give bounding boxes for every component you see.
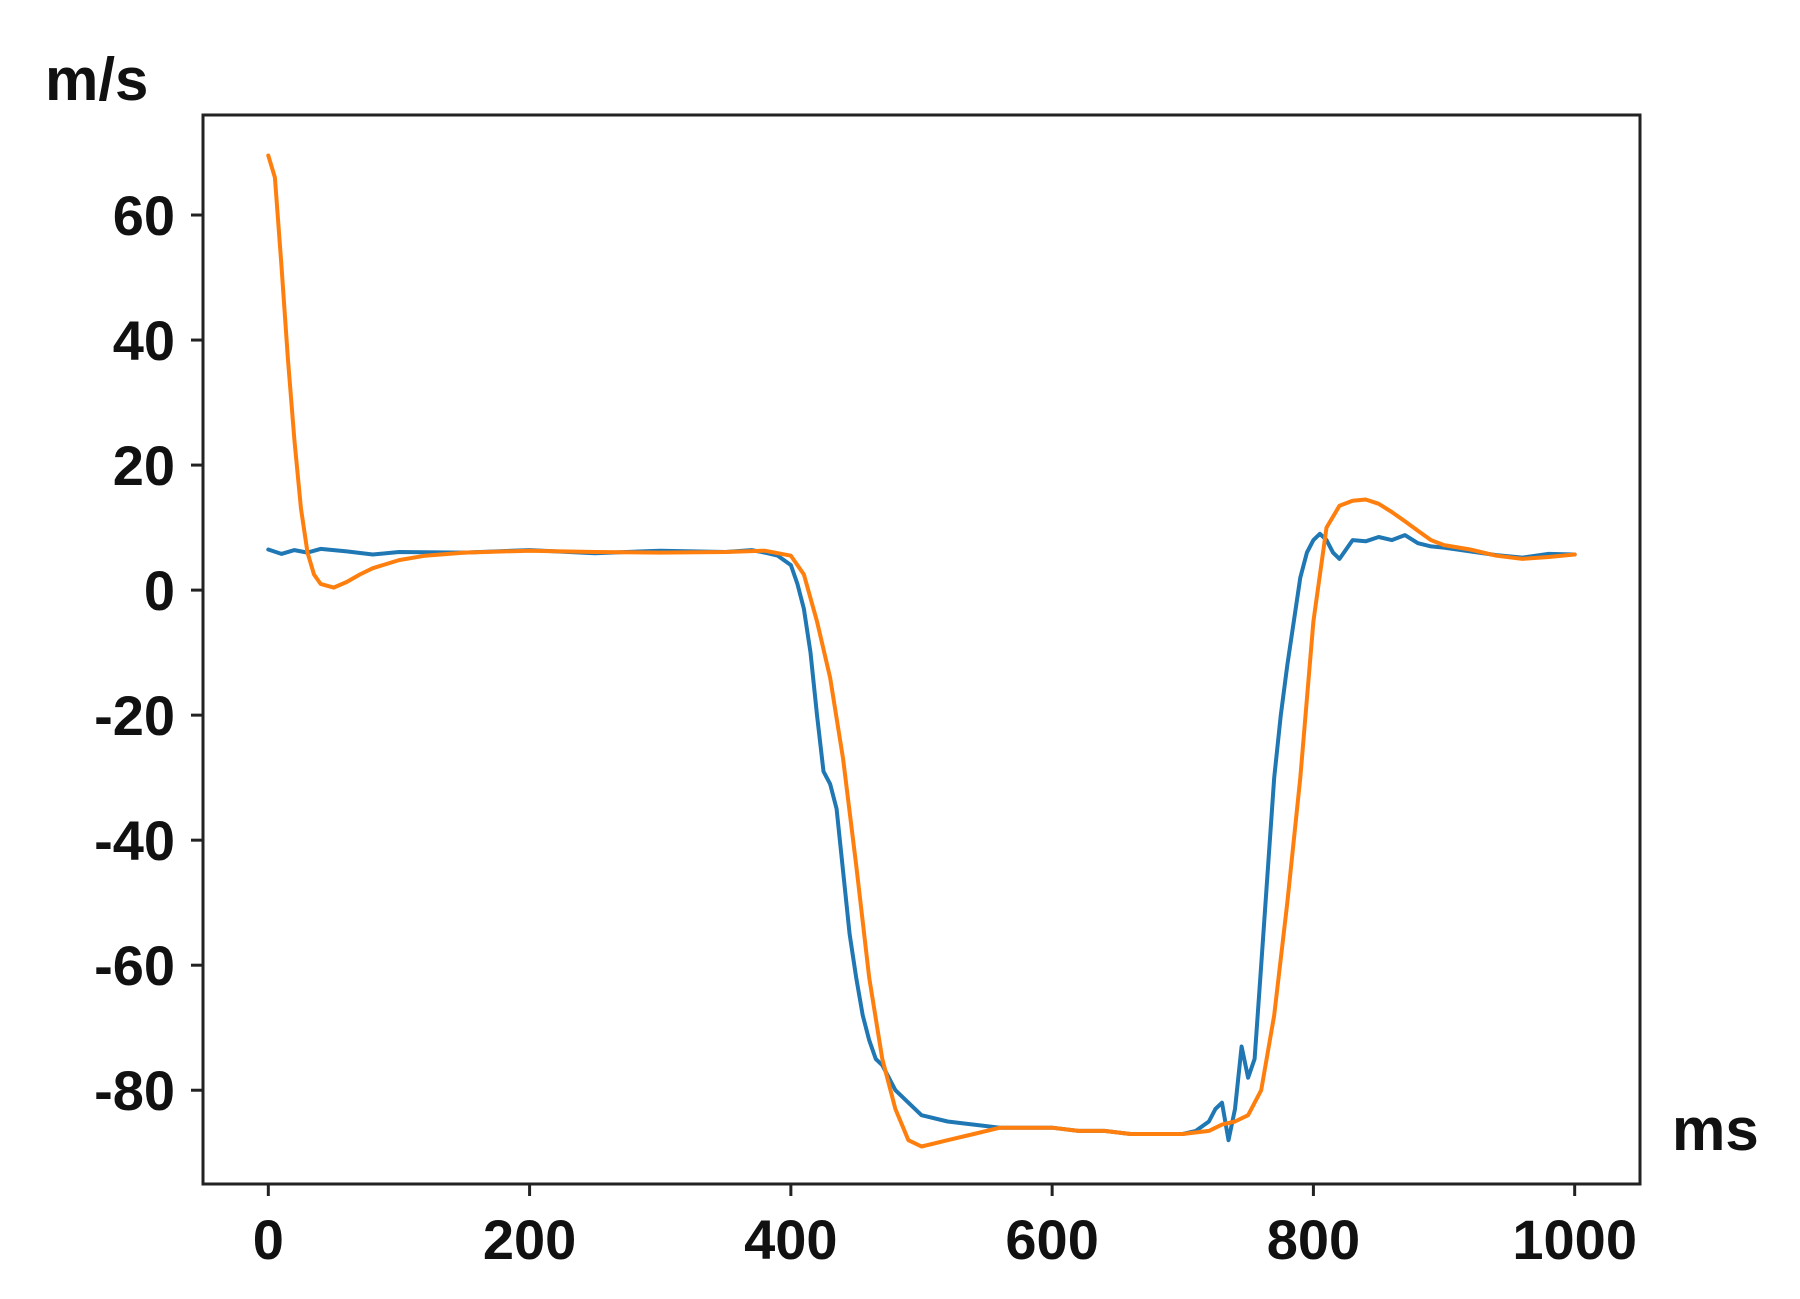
y-tick-label: -60 xyxy=(94,934,175,997)
y-tick-label: -40 xyxy=(94,809,175,872)
series-layer xyxy=(266,153,1577,1149)
x-tick-label: 1000 xyxy=(1512,1208,1637,1271)
x-axis: 0 200 400 600 800 1000 xyxy=(253,1184,1637,1271)
x-tick-label: 0 xyxy=(253,1208,284,1271)
x-tick-label: 400 xyxy=(744,1208,837,1271)
series-line-1 xyxy=(266,531,1577,1143)
y-tick-label: -80 xyxy=(94,1059,175,1122)
y-tick-label: -20 xyxy=(94,684,175,747)
x-tick-label: 800 xyxy=(1267,1208,1360,1271)
x-tick-label: 600 xyxy=(1005,1208,1098,1271)
series-line-2 xyxy=(266,153,1577,1149)
x-axis-label: ms xyxy=(1672,1096,1759,1163)
y-tick-label: 40 xyxy=(113,309,175,372)
y-axis: -80 -60 -40 -20 0 20 40 60 xyxy=(94,184,203,1122)
x-tick-label: 200 xyxy=(483,1208,576,1271)
y-tick-label: 0 xyxy=(144,559,175,622)
plot-frame xyxy=(201,113,1642,1186)
y-tick-label: 20 xyxy=(113,434,175,497)
y-axis-label: m/s xyxy=(45,46,148,113)
y-tick-label: 60 xyxy=(113,184,175,247)
